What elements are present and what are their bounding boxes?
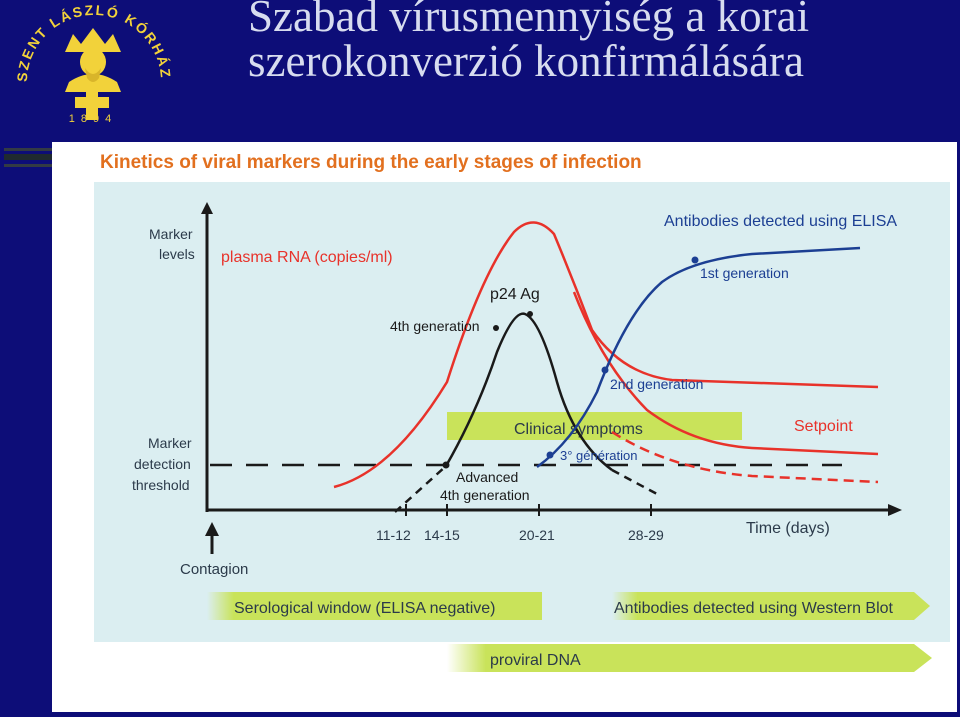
threshold-label-1: Marker	[148, 435, 192, 451]
title-line-2: szerokonverzió konfirmálására	[248, 36, 804, 86]
proviral-dna-bar	[447, 644, 932, 672]
plasma-rna-curve-dashed	[611, 430, 879, 484]
contagion-label: Contagion	[180, 561, 248, 578]
y-axis-arrow-icon	[201, 202, 213, 214]
threshold-label-2: detection	[134, 456, 191, 472]
x-axis-arrow-icon	[888, 504, 902, 516]
antibodies-elisa-label: Antibodies detected using ELISA	[664, 213, 897, 230]
contagion-arrow-icon	[205, 522, 219, 536]
antibody-elisa-curve	[536, 246, 861, 469]
plasma-rna-curve-lower	[572, 291, 879, 456]
y-axis-label-1: Marker	[149, 226, 193, 242]
proviral-dna-label: proviral DNA	[490, 652, 581, 669]
p24-antigen-curve	[444, 312, 613, 472]
left-strip	[0, 128, 52, 716]
plasma-rna-curve-upper	[333, 221, 879, 489]
clinical-symptoms-label: Clinical symptoms	[514, 421, 643, 438]
figure-heading: Kinetics of viral markers during the ear…	[100, 152, 642, 173]
x-tick-labels: 11-12 14-15 20-21 28-29	[376, 527, 664, 543]
tick-label: 20-21	[519, 527, 555, 543]
threshold-label-3: threshold	[132, 477, 190, 493]
divider-line	[4, 148, 52, 151]
saint-icon	[65, 28, 121, 92]
slide-title: Szabad vírusmennyiség a korai szerokonve…	[248, 0, 948, 84]
first-generation-label: 1st generation	[700, 265, 789, 281]
tick-label: 28-29	[628, 527, 664, 543]
serological-window-bar	[207, 592, 542, 620]
marker-point	[527, 311, 533, 317]
cross-icon	[75, 88, 109, 120]
hospital-logo: SZENT LÁSZLÓ KÓRHÁZ 1894	[5, 0, 180, 128]
marker-point	[546, 451, 554, 459]
p24-curve-dashed	[611, 468, 658, 496]
p24-label: p24 Ag	[490, 286, 540, 303]
second-generation-label: 2nd generation	[610, 376, 703, 392]
divider-line	[4, 164, 52, 167]
marker-point	[493, 325, 499, 331]
western-blot-bar	[612, 592, 930, 620]
fourth-generation-label: 4th generation	[390, 318, 480, 334]
marker-point	[601, 366, 609, 374]
plasma-rna-label: plasma RNA (copies/ml)	[221, 249, 393, 266]
serological-window-label: Serological window (ELISA negative)	[234, 600, 495, 617]
third-generation-label: 3° génération	[560, 448, 637, 463]
marker-point	[691, 256, 699, 264]
setpoint-label: Setpoint	[794, 418, 853, 435]
advanced-label-1: Advanced	[456, 469, 518, 485]
y-axis-label-2: levels	[159, 246, 195, 262]
marker-point	[442, 461, 450, 469]
western-blot-label: Antibodies detected using Western Blot	[614, 600, 894, 617]
divider-line	[4, 154, 52, 160]
tick-label: 14-15	[424, 527, 460, 543]
figure-panel: Kinetics of viral markers during the ear…	[52, 142, 957, 712]
logo-year: 1894	[69, 113, 117, 125]
advanced-label-2: 4th generation	[440, 487, 530, 503]
title-line-1: Szabad vírusmennyiség a korai	[248, 0, 810, 41]
tick-label: 11-12	[376, 527, 411, 543]
advanced-generation-dashed	[394, 465, 447, 513]
x-axis-label: Time (days)	[746, 520, 830, 537]
